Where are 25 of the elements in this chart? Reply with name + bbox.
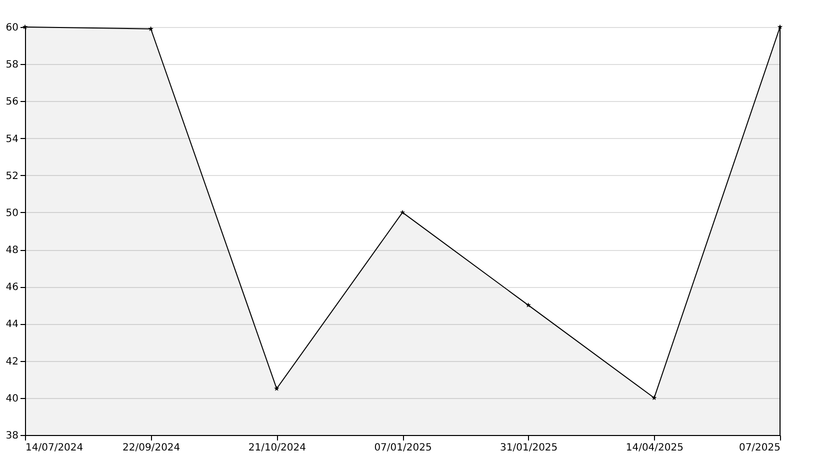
y-tick-label: 48	[6, 245, 18, 256]
x-tick-label: 07/01/2025	[374, 442, 432, 454]
y-tick-label: 54	[6, 134, 18, 145]
y-tick-label: 50	[6, 208, 18, 219]
x-tick-label: 31/01/2025	[500, 442, 558, 454]
y-tick-label: 58	[6, 60, 18, 71]
point	[652, 395, 657, 400]
point	[777, 24, 783, 30]
x-tick-label: 21/10/2024	[248, 442, 306, 454]
point	[526, 302, 531, 308]
point	[148, 26, 154, 32]
point	[274, 386, 280, 391]
point	[400, 210, 406, 215]
y-tick-label: 56	[6, 96, 18, 108]
y-tick-label: 40	[6, 393, 18, 404]
y-tick-label: 52	[6, 170, 18, 182]
y-tick-label: 44	[6, 319, 18, 330]
y-tick-label: 60	[6, 22, 18, 34]
x-tick-label: 14/07/2024	[26, 442, 84, 454]
y-tick-label: 46	[6, 282, 18, 294]
x-tick-label: 22/09/2024	[122, 442, 180, 454]
x-tick-label: 14/04/2025	[626, 442, 684, 454]
y-tick-label: 42	[6, 356, 18, 368]
x-tick-label: 07/2025	[738, 442, 780, 454]
y-tick-label: 38	[6, 430, 18, 442]
